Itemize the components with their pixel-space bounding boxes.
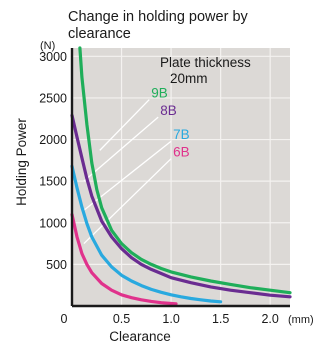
leader-line-9b <box>99 99 150 151</box>
x-tick-label-2: 1.0 <box>162 312 179 326</box>
y-tick-label-0: 500 <box>46 258 67 272</box>
chart-title-line-2: clearance <box>68 26 131 42</box>
y-axis-unit: (N) <box>40 40 55 52</box>
series-group <box>70 46 292 306</box>
series-line-9b <box>78 46 292 295</box>
y-tick-label-3: 2000 <box>39 133 67 147</box>
series-label-6b: 6B <box>173 145 190 160</box>
leader-line-6b <box>83 158 172 245</box>
x-tick-label-3: 1.5 <box>212 312 229 326</box>
y-tick-label-2: 1500 <box>39 175 67 189</box>
y-tick-labels: 500 1000 1500 2000 2500 3000 <box>39 50 67 272</box>
series-label-8b: 8B <box>160 103 177 118</box>
plot-area <box>72 48 290 306</box>
x-tick-label-4: 2.0 <box>261 312 278 326</box>
series-label-7b: 7B <box>173 127 190 142</box>
leader-line-8b <box>83 116 159 182</box>
x-tick-labels: 0 0.5 1.0 1.5 2.0 <box>61 312 279 326</box>
series-line-6b <box>70 212 178 306</box>
y-tick-label-5: 3000 <box>39 50 67 64</box>
x-axis-title: Clearance <box>109 329 171 344</box>
chart-title-line-1: Change in holding power by <box>68 9 249 25</box>
plate-thickness-label: Plate thickness <box>160 55 251 70</box>
axes <box>70 48 290 308</box>
x-axis-unit: (mm) <box>288 314 314 326</box>
series-line-8b <box>70 113 292 299</box>
y-axis-title: Holding Power <box>14 118 29 206</box>
x-tick-label-0: 0 <box>61 312 68 326</box>
y-tick-label-1: 1000 <box>39 216 67 230</box>
series-line-7b <box>70 164 223 304</box>
plate-thickness-value: 20mm <box>170 71 208 86</box>
y-tick-label-4: 2500 <box>39 91 67 105</box>
series-labels: 9B 8B 7B 6B <box>151 86 189 160</box>
x-tick-label-1: 0.5 <box>113 312 130 326</box>
series-label-9b: 9B <box>151 86 168 101</box>
